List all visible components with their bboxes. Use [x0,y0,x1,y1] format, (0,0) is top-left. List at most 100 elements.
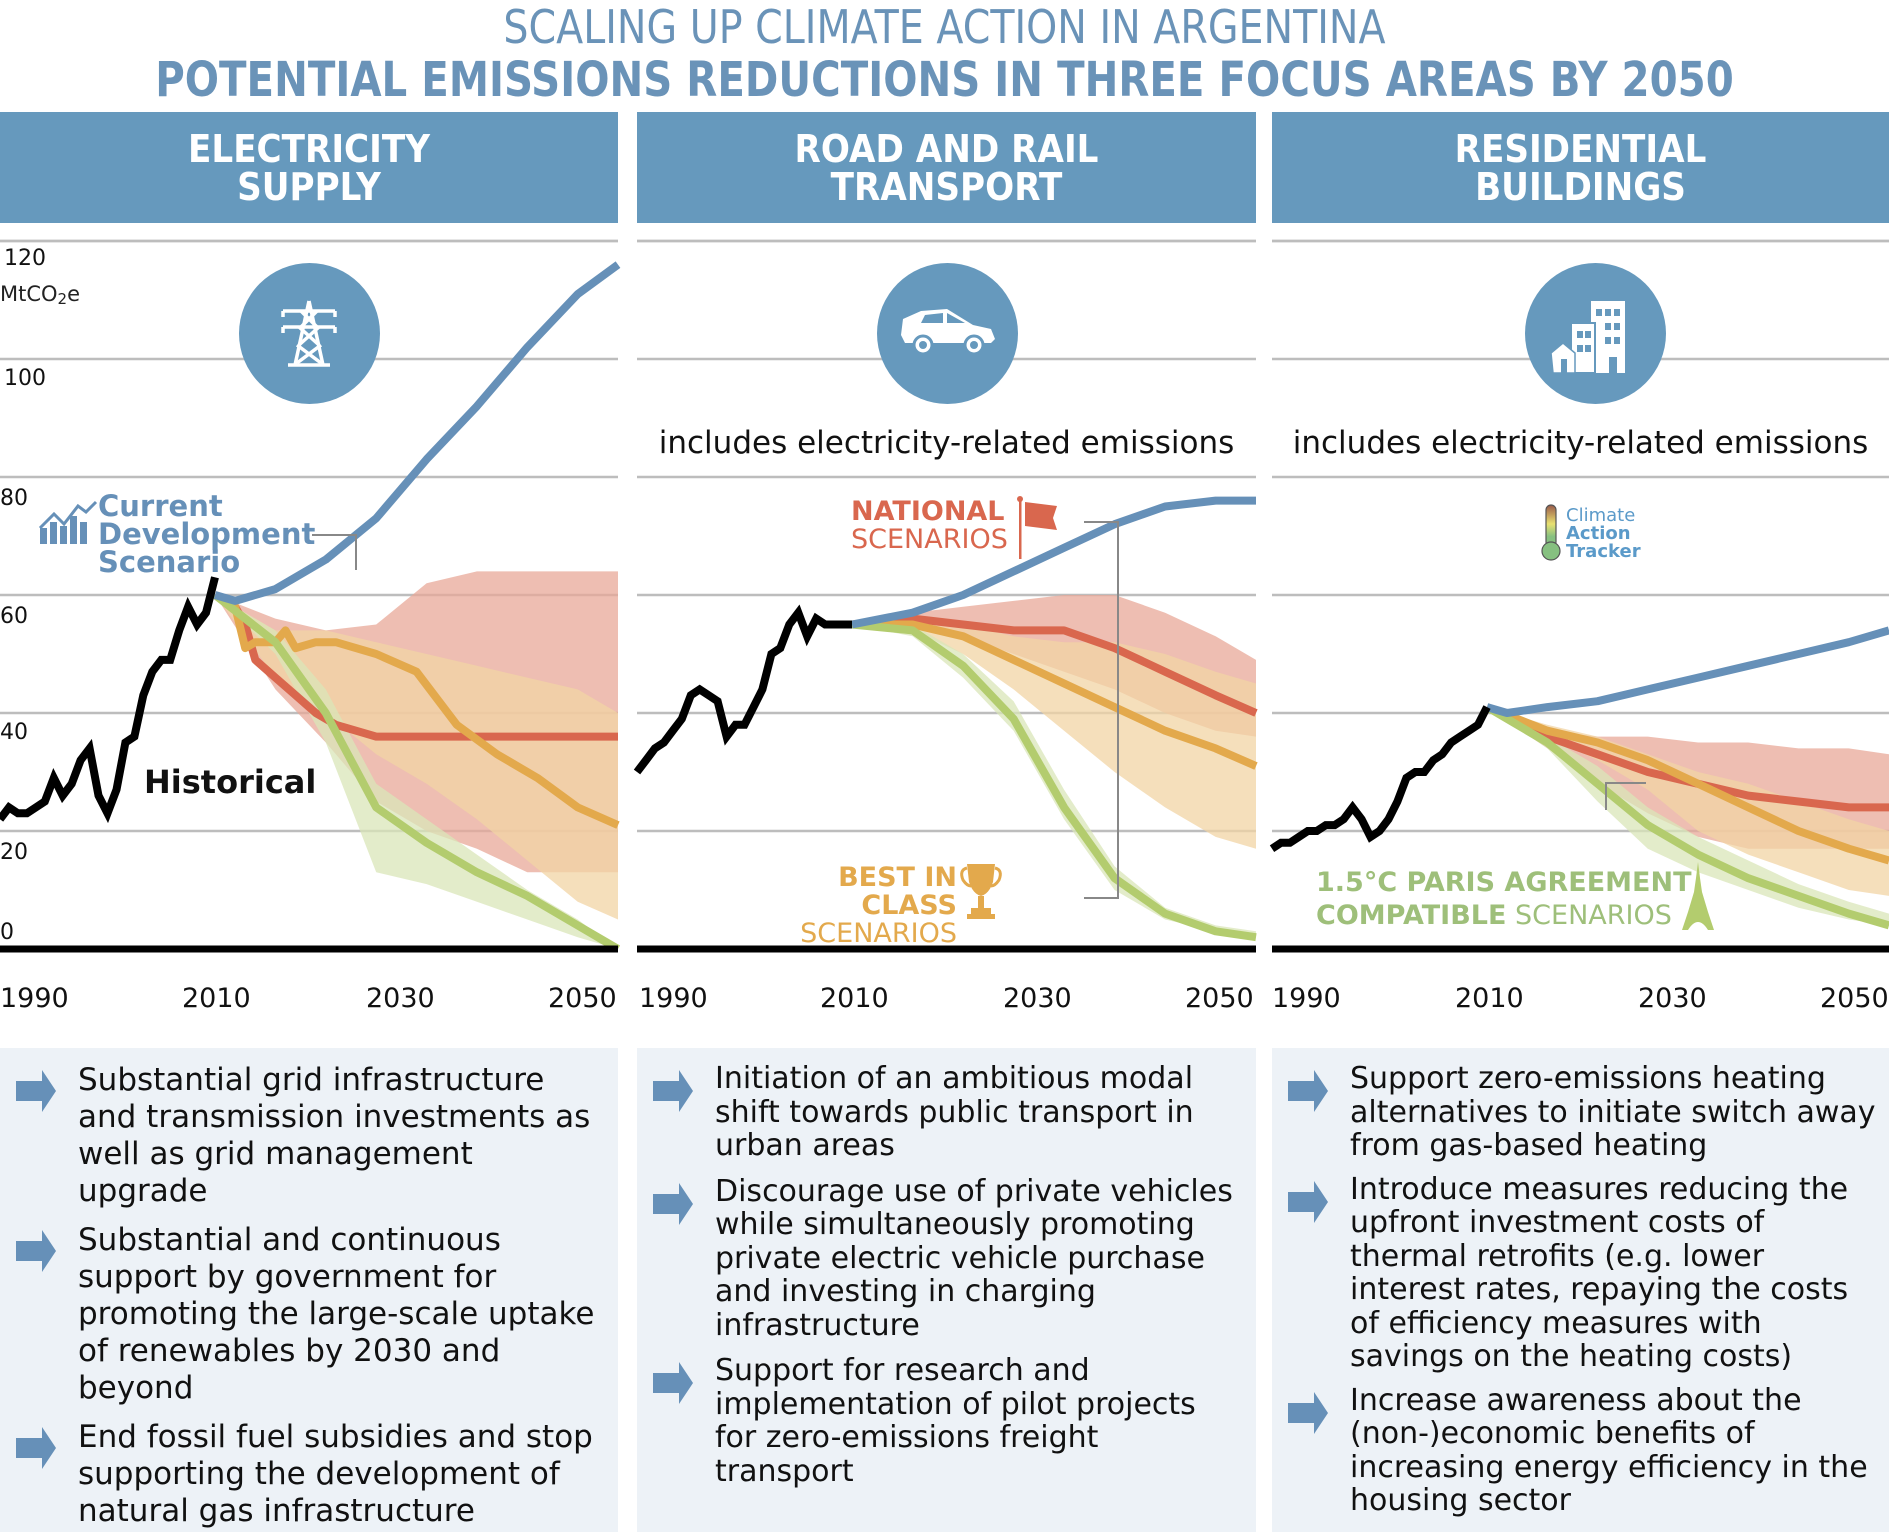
action-text: Discourage use of private vehicles while… [715,1173,1233,1343]
header-line1: ROAD AND RAIL [794,126,1099,171]
series-historical [1269,705,1491,853]
series-1-5-c-paris-agreement-compatible-scenarios [851,620,1257,942]
chart-buildings: includes electricity-related emissions 1… [1269,230,1889,1030]
action-text: Support zero-emissions heating alternati… [1350,1061,1876,1163]
series-best-in-class-scenarios [212,591,620,829]
arrow-right-icon [16,1427,56,1469]
chart-electricity: 120 MtCO2e 100 80 60 40 20 0 1990 2010 2… [0,230,621,1030]
y-tick-80: 80 [0,486,28,511]
header-line1: ELECTRICITY [188,126,430,171]
buildings-icon [1525,263,1666,404]
x-tick-2030: 2030 [366,983,435,1014]
leader-line-paris [1605,782,1646,810]
national-line2: SCENARIOS [851,524,1008,555]
note-electricity-related: includes electricity-related emissions [1292,425,1869,461]
paris-scenarios-label: 1.5°C PARIS AGREEMENT COMPATIBLE SCENARI… [1316,866,1692,932]
flag-icon [1017,496,1057,559]
eiffel-tower-icon [1682,862,1714,930]
series-current-development-scenario [851,496,1256,629]
arrow-right-icon [653,1362,693,1404]
action-item: Discourage use of private vehicles while… [637,1173,1246,1343]
arrow-right-icon [1288,1070,1328,1112]
current-development-label: Current Development Scenario [38,489,316,579]
action-text: Substantial grid infrastructure and tran… [78,1062,591,1209]
x-tick-2030: 2030 [1003,983,1072,1014]
action-item: Support for research and implementation … [637,1354,1246,1488]
page-subtitle: POTENTIAL EMISSIONS REDUCTIONS IN THREE … [155,52,1734,108]
cat-line2: Action [1566,523,1631,544]
action-item: Substantial grid infrastructure and tran… [0,1062,608,1210]
x-tick-2050: 2050 [1185,983,1254,1014]
action-text: Substantial and continuous support by go… [78,1222,595,1406]
y-tick-20: 20 [0,840,28,865]
header-line2: BUILDINGS [1475,164,1686,209]
action-item: Substantial and continuous support by go… [0,1222,608,1407]
x-tick-2010: 2010 [1455,983,1524,1014]
y-tick-0: 0 [0,920,14,945]
action-item: Increase awareness about the (non-)econo… [1272,1382,1879,1518]
x-tick-2030: 2030 [1638,983,1707,1014]
series-national-scenarios [851,614,1258,717]
cds-line1: Current [98,489,223,523]
series-current-development-scenario [1485,626,1889,717]
action-text: Increase awareness about the (non-)econo… [1350,1382,1868,1518]
arrow-right-icon [653,1070,693,1112]
x-tick-2010: 2010 [182,983,251,1014]
header-line2: SUPPLY [237,164,381,209]
y-tick-100: 100 [4,366,46,391]
thermometer-icon [1541,504,1561,561]
y-tick-40: 40 [0,720,28,745]
actions-electricity: Substantial grid infrastructure and tran… [0,1048,618,1532]
header-line1: RESIDENTIAL [1454,126,1707,171]
cat-line3: Tracker [1566,541,1641,562]
arrow-right-icon [16,1070,56,1112]
x-tick-1990: 1990 [639,983,708,1014]
arrow-right-icon [16,1230,56,1272]
cds-line3: Scenario [98,545,241,579]
series-best-in-class-scenarios [852,620,1258,770]
trend-chart-icon [38,500,98,544]
header-electricity: ELECTRICITY SUPPLY [0,112,618,223]
action-item: Introduce measures reducing the upfront … [1272,1171,1879,1374]
trophy-icon [960,864,1002,919]
best-line1: BEST IN CLASS [838,862,957,921]
best-in-class-label: BEST IN CLASS SCENARIOS [777,864,957,948]
header-transport: ROAD AND RAIL TRANSPORT [637,112,1256,223]
page-title: SCALING UP CLIMATE ACTION IN ARGENTINA [503,0,1386,54]
actions-buildings: Support zero-emissions heating alternati… [1272,1048,1889,1532]
action-text: Initiation of an ambitious modal shift t… [715,1061,1194,1163]
band-paris-range [1487,707,1889,926]
national-line1: NATIONAL [851,496,1005,527]
paris-line2-bold: COMPATIBLE [1316,900,1507,931]
leader-line-current-development [312,534,357,570]
series-current-development-scenario [213,261,621,605]
cat-line1: Climate [1566,505,1636,526]
action-text: Introduce measures reducing the upfront … [1350,1171,1849,1374]
cds-line2: Development [98,517,316,551]
car-icon [877,263,1018,404]
band-paris-range [852,624,1256,938]
series-1-5-c-paris-agreement-compatible-scenarios [212,591,621,953]
header-buildings: RESIDENTIAL BUILDINGS [1272,112,1889,223]
x-tick-2050: 2050 [1820,983,1889,1014]
header-line2: TRANSPORT [830,164,1063,209]
paris-line1: 1.5°C PARIS AGREEMENT [1316,867,1692,898]
leader-line-national-best [1084,521,1119,899]
arrow-right-icon [1288,1391,1328,1434]
national-scenarios-label: NATIONAL SCENARIOS [851,496,1008,555]
series-historical [0,576,219,824]
paris-line2-light: SCENARIOS [1506,900,1672,931]
band-paris-range [215,595,618,949]
band-best-in-class-range [852,618,1256,849]
action-text: End fossil fuel subsidies and stop suppo… [78,1419,593,1529]
series-best-in-class-scenarios [1485,703,1889,865]
action-item: Support zero-emissions heating alternati… [1272,1062,1879,1163]
chart-transport: includes electricity-related emissions 1… [633,230,1258,1030]
arrow-right-icon [653,1182,693,1225]
historical-label: Historical [144,763,317,801]
chart-svg [633,239,1258,953]
band-best-in-class-range [215,595,618,920]
power-pylon-icon [239,263,380,404]
x-tick-1990: 1990 [1272,983,1341,1014]
x-tick-2010: 2010 [820,983,889,1014]
